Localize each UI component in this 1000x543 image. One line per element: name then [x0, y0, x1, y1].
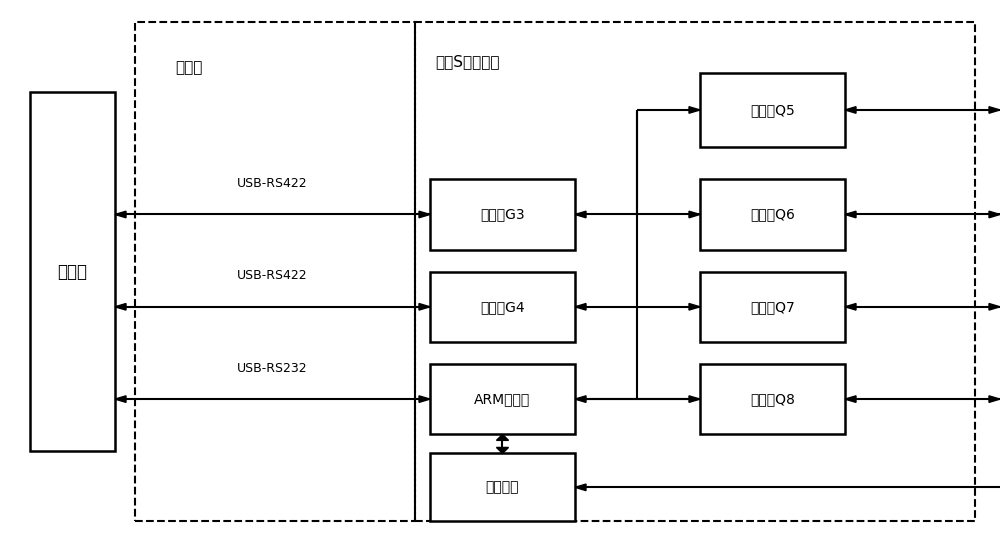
Text: 继电器Q6: 继电器Q6 — [750, 207, 795, 222]
Polygon shape — [419, 396, 430, 402]
Polygon shape — [989, 211, 1000, 218]
Polygon shape — [989, 396, 1000, 402]
Polygon shape — [575, 484, 586, 491]
Polygon shape — [115, 304, 126, 310]
Polygon shape — [575, 211, 586, 218]
Polygon shape — [845, 106, 856, 113]
Polygon shape — [115, 211, 126, 218]
Polygon shape — [496, 434, 509, 440]
Polygon shape — [419, 211, 430, 218]
Text: USB-RS422: USB-RS422 — [237, 269, 308, 282]
Polygon shape — [845, 396, 856, 402]
Polygon shape — [496, 447, 509, 453]
Text: USB-RS232: USB-RS232 — [237, 362, 308, 375]
Polygon shape — [575, 304, 586, 310]
Text: 继电器G4: 继电器G4 — [480, 300, 525, 314]
Polygon shape — [115, 396, 126, 402]
Polygon shape — [845, 304, 856, 310]
Polygon shape — [575, 396, 586, 402]
Text: USB-RS422: USB-RS422 — [237, 177, 308, 190]
Polygon shape — [989, 304, 1000, 310]
Bar — [700, 73, 845, 147]
Bar — [430, 364, 575, 434]
Polygon shape — [989, 106, 1000, 113]
Bar — [430, 272, 575, 342]
Polygon shape — [689, 106, 700, 113]
Bar — [700, 179, 845, 250]
Text: 计算机: 计算机 — [58, 262, 88, 281]
Text: 光耦模拟: 光耦模拟 — [486, 481, 519, 494]
Polygon shape — [845, 211, 856, 218]
Bar — [700, 364, 845, 434]
Text: 测试箱: 测试箱 — [175, 60, 202, 75]
Bar — [700, 272, 845, 342]
Polygon shape — [689, 304, 700, 310]
Text: 继电器G3: 继电器G3 — [480, 207, 525, 222]
Bar — [30, 92, 115, 451]
Bar — [415, 22, 975, 521]
Text: 继电器Q7: 继电器Q7 — [750, 300, 795, 314]
Text: 继电器Q8: 继电器Q8 — [750, 392, 795, 406]
Bar — [135, 22, 415, 521]
Text: 接口S模拟装置: 接口S模拟装置 — [435, 54, 500, 70]
Polygon shape — [419, 304, 430, 310]
Polygon shape — [689, 396, 700, 402]
Bar — [430, 453, 575, 521]
Text: 继电器Q5: 继电器Q5 — [750, 103, 795, 117]
Polygon shape — [689, 211, 700, 218]
Text: ARM处理器: ARM处理器 — [474, 392, 531, 406]
Bar — [430, 179, 575, 250]
